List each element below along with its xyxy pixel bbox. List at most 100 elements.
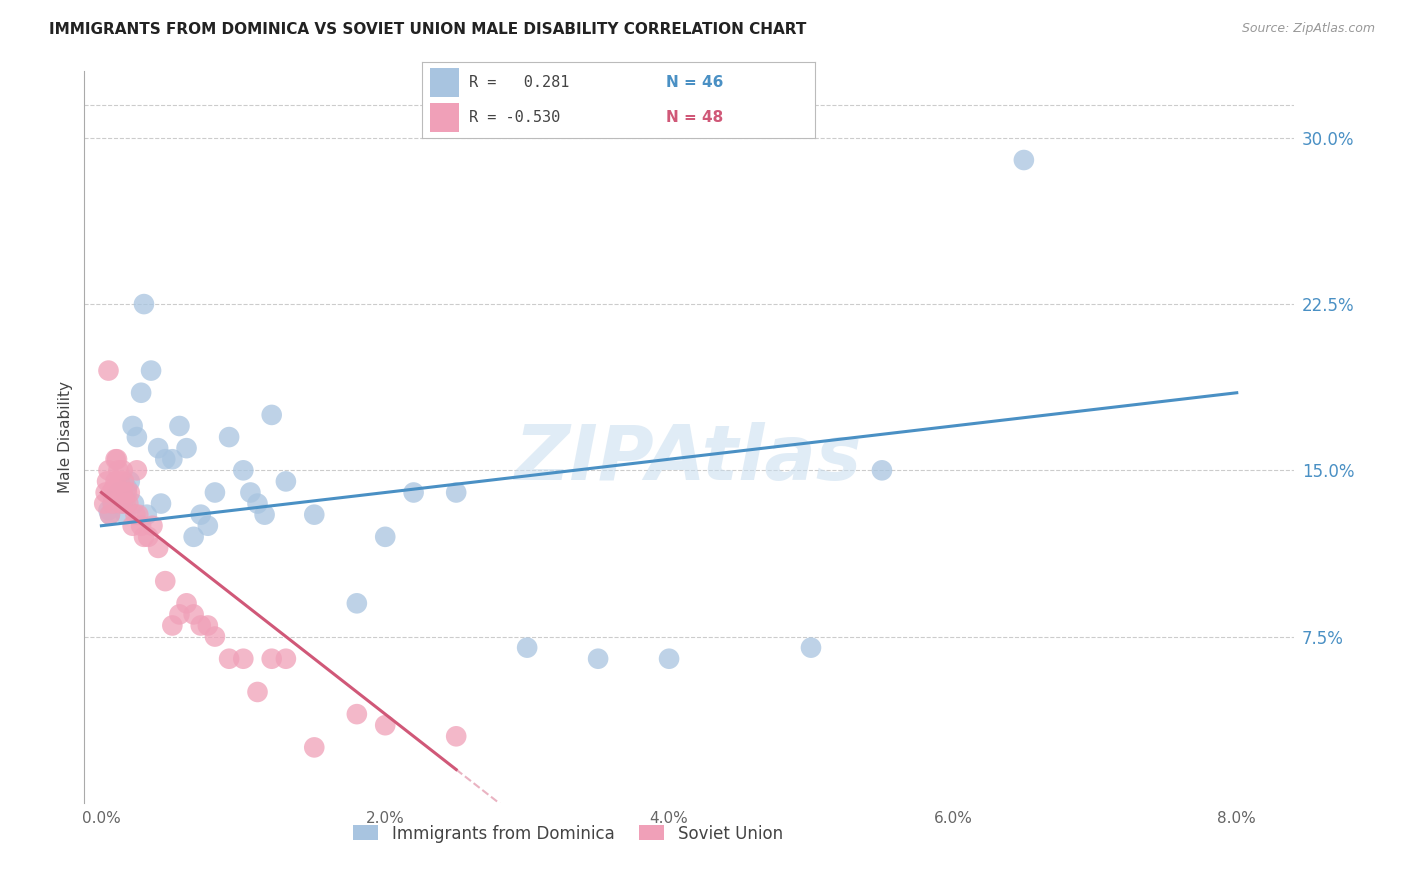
Point xyxy=(246,685,269,699)
Point xyxy=(169,419,191,434)
Bar xyxy=(430,68,460,96)
Point xyxy=(374,718,396,732)
Point xyxy=(127,508,149,522)
Point xyxy=(118,475,141,489)
Point xyxy=(111,463,134,477)
Text: R =   0.281: R = 0.281 xyxy=(470,76,569,90)
Point xyxy=(190,618,212,632)
Point xyxy=(115,481,138,495)
Point xyxy=(135,508,157,522)
Point xyxy=(870,463,893,477)
Point xyxy=(110,497,132,511)
Point xyxy=(104,490,127,504)
Text: R = -0.530: R = -0.530 xyxy=(470,111,561,125)
Point xyxy=(197,618,219,632)
Point xyxy=(218,430,240,444)
Point xyxy=(96,475,118,489)
Point xyxy=(98,508,121,522)
Point xyxy=(274,475,297,489)
Point xyxy=(107,463,129,477)
Point xyxy=(169,607,191,622)
Point xyxy=(374,530,396,544)
Point xyxy=(204,485,226,500)
Point xyxy=(150,497,173,511)
Text: Source: ZipAtlas.com: Source: ZipAtlas.com xyxy=(1241,22,1375,36)
Text: ZIPAtlas: ZIPAtlas xyxy=(515,422,863,496)
Point xyxy=(218,651,240,665)
Point xyxy=(304,508,326,522)
Point xyxy=(162,618,184,632)
Point xyxy=(114,497,136,511)
Text: N = 46: N = 46 xyxy=(666,76,723,90)
Point xyxy=(246,497,269,511)
Point xyxy=(129,385,152,400)
Point xyxy=(125,430,148,444)
Text: N = 48: N = 48 xyxy=(666,111,723,125)
Point xyxy=(197,518,219,533)
Point xyxy=(97,503,120,517)
Point xyxy=(444,729,467,743)
Point xyxy=(183,607,205,622)
Point xyxy=(253,508,276,522)
Point xyxy=(132,297,155,311)
Point xyxy=(108,485,131,500)
Point xyxy=(402,485,425,500)
Point xyxy=(111,497,134,511)
Point xyxy=(108,475,131,489)
Point xyxy=(586,651,609,665)
Point xyxy=(124,508,146,522)
Point xyxy=(146,541,169,555)
Bar xyxy=(430,103,460,132)
Point xyxy=(204,630,226,644)
Point xyxy=(1012,153,1035,167)
Text: IMMIGRANTS FROM DOMINICA VS SOVIET UNION MALE DISABILITY CORRELATION CHART: IMMIGRANTS FROM DOMINICA VS SOVIET UNION… xyxy=(49,22,807,37)
Point xyxy=(104,452,127,467)
Point xyxy=(117,497,139,511)
Point xyxy=(176,596,198,610)
Point xyxy=(129,518,152,533)
Point xyxy=(232,651,254,665)
Point xyxy=(141,518,163,533)
Point xyxy=(232,463,254,477)
Point xyxy=(274,651,297,665)
Point xyxy=(103,497,125,511)
Point xyxy=(346,707,368,722)
Point xyxy=(114,508,136,522)
Point xyxy=(239,485,262,500)
Point xyxy=(112,475,135,489)
Point xyxy=(97,463,120,477)
Point xyxy=(107,485,129,500)
Point xyxy=(121,419,143,434)
Point xyxy=(111,485,134,500)
Point xyxy=(346,596,368,610)
Y-axis label: Male Disability: Male Disability xyxy=(58,381,73,493)
Point xyxy=(658,651,681,665)
Point xyxy=(190,508,212,522)
Point xyxy=(125,463,148,477)
Point xyxy=(155,452,177,467)
Legend: Immigrants from Dominica, Soviet Union: Immigrants from Dominica, Soviet Union xyxy=(347,818,789,849)
Point xyxy=(101,497,124,511)
Point xyxy=(162,452,184,467)
Point xyxy=(139,363,162,377)
Point xyxy=(260,651,283,665)
Point xyxy=(121,518,143,533)
Point xyxy=(800,640,823,655)
Point xyxy=(94,485,117,500)
Point xyxy=(100,485,122,500)
Point xyxy=(97,363,120,377)
Point xyxy=(101,497,124,511)
Point xyxy=(444,485,467,500)
Point xyxy=(155,574,177,589)
Point xyxy=(118,485,141,500)
Point xyxy=(122,497,145,511)
Point xyxy=(136,530,159,544)
Point xyxy=(304,740,326,755)
Point xyxy=(115,485,138,500)
Point xyxy=(132,530,155,544)
Point xyxy=(146,441,169,455)
Point xyxy=(105,452,128,467)
Point xyxy=(516,640,538,655)
Point xyxy=(260,408,283,422)
Point xyxy=(176,441,198,455)
